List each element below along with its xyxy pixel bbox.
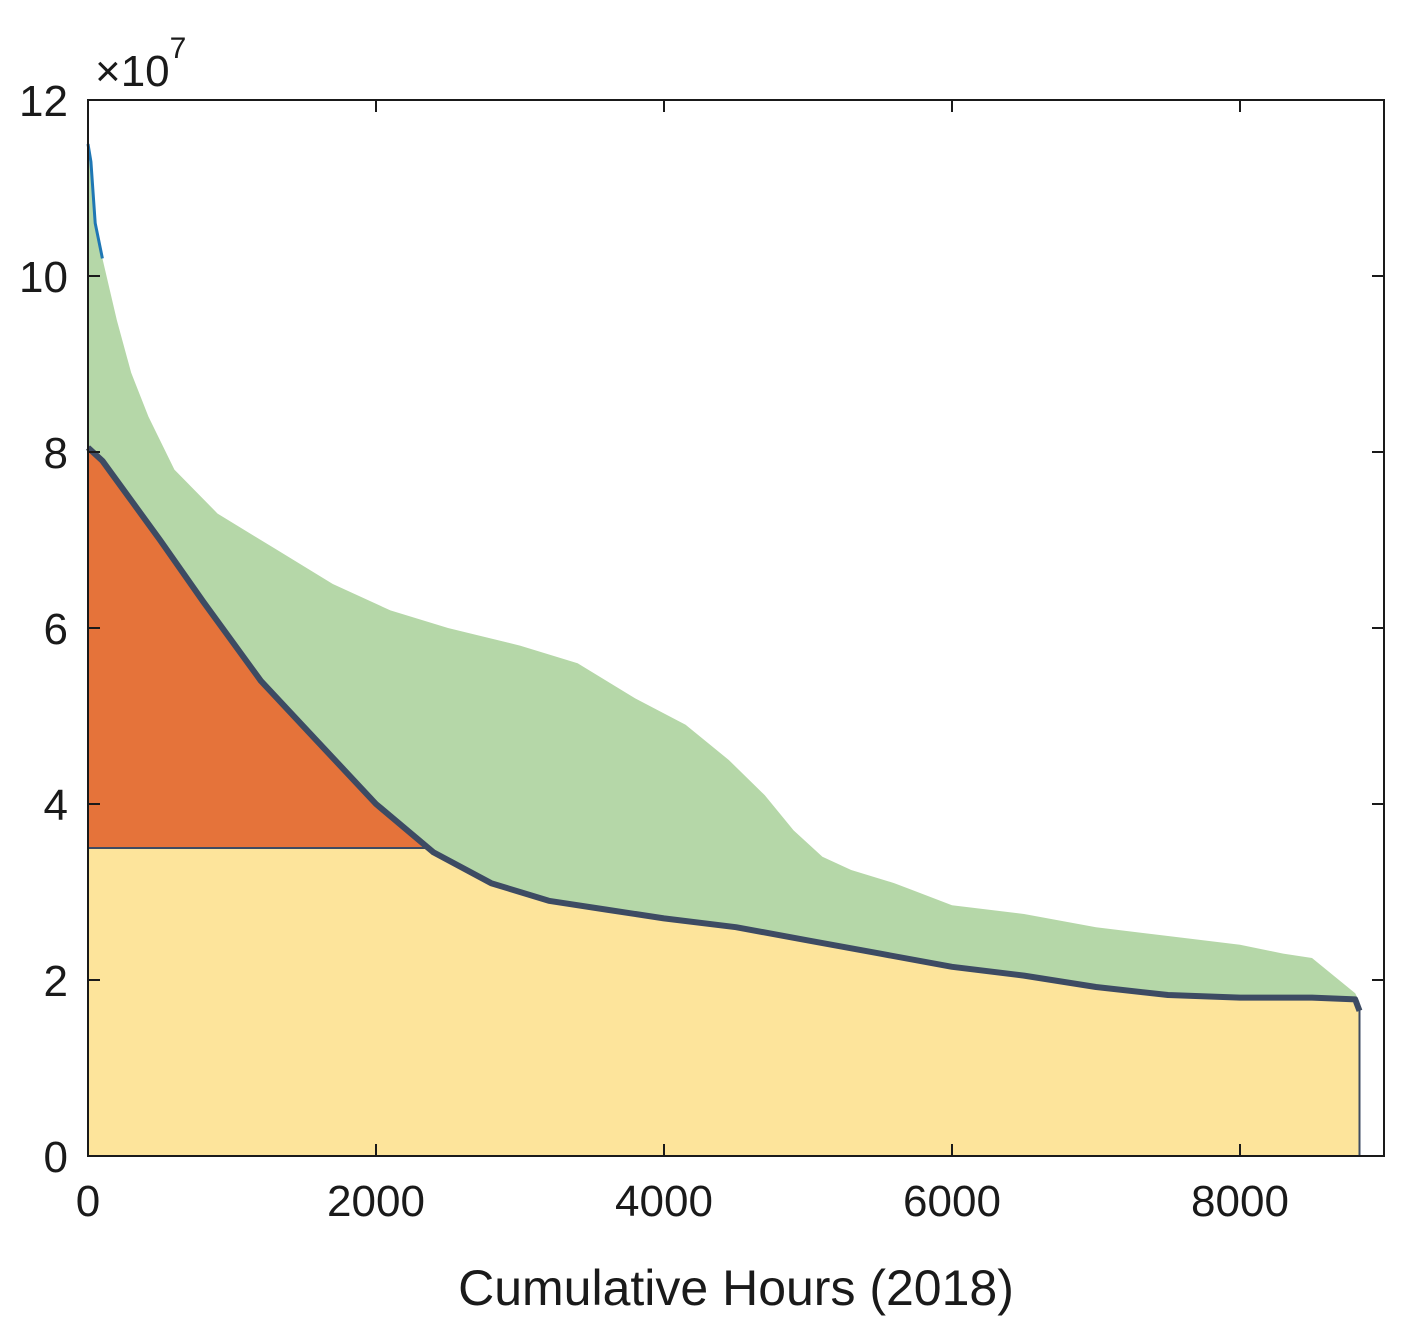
middle-area (88, 447, 428, 848)
y-tick-label: 0 (44, 1133, 68, 1182)
x-tick-label: 8000 (1191, 1177, 1289, 1226)
y-tick-label: 6 (44, 605, 68, 654)
area-fills (87, 144, 1361, 1157)
y-tick-label: 2 (44, 957, 68, 1006)
x-axis-label: Cumulative Hours (2018) (458, 1260, 1014, 1316)
peak-spike-line (86, 143, 104, 259)
x-tick-label: 6000 (903, 1177, 1001, 1226)
y-tick-label: 4 (44, 781, 68, 830)
net-load-line (85, 445, 1363, 1012)
x-tick-label: 4000 (615, 1177, 713, 1226)
x-tick-label: 0 (76, 1177, 100, 1226)
axis-ticks (87, 99, 1384, 1157)
upper-area (88, 144, 1360, 1011)
y-tick-label: 8 (44, 429, 68, 478)
y-exponent-label: ×107 (95, 32, 186, 96)
axis-tick-labels: 0 2000 4000 6000 8000 0 2 4 6 8 10 12 (19, 77, 1289, 1226)
x-tick-label: 2000 (327, 1177, 425, 1226)
y-tick-label: 12 (19, 77, 68, 126)
y-tick-label: 10 (19, 253, 68, 302)
